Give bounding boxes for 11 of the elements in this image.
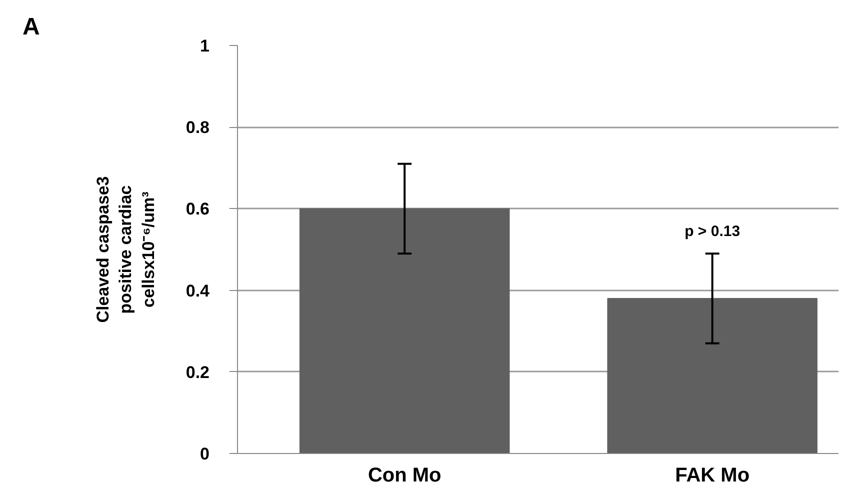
y-axis-title: Cleaved caspase3 positive cardiac cellsx10⁻⁶/um³ (93, 176, 158, 323)
annotation: p > 0.13 (684, 223, 740, 240)
x-tick-label: Con Mo (368, 464, 442, 486)
y-tick-label: 0.6 (186, 200, 210, 219)
y-tick-label: 0 (200, 444, 210, 464)
x-tick-label: FAK Mo (675, 464, 750, 486)
y-tick-label: 0.2 (186, 362, 210, 382)
y-tick-label: 1 (200, 36, 210, 56)
y-tick-label: 0.4 (186, 281, 210, 300)
y-tick-label: 0.8 (186, 118, 210, 138)
text: A (22, 14, 40, 40)
